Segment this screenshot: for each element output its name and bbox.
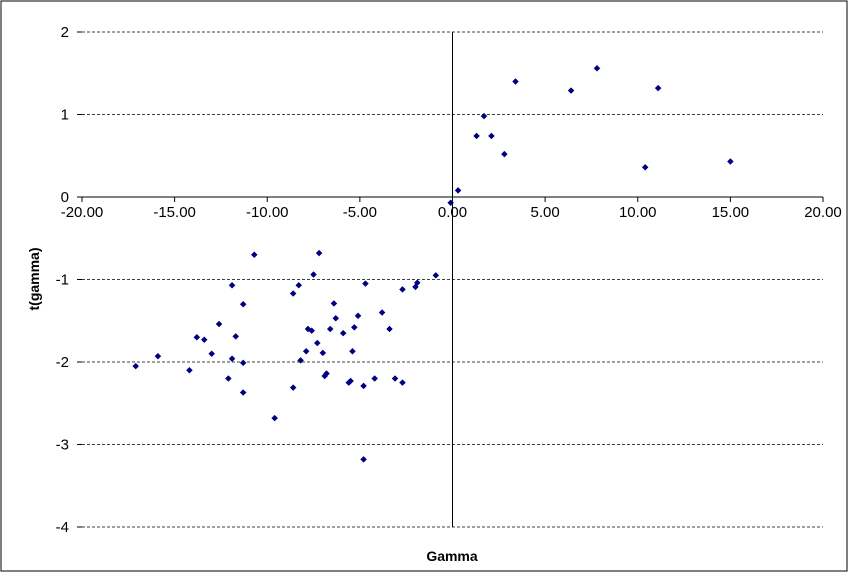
data-point (354, 312, 362, 320)
data-point (347, 377, 354, 385)
axes (77, 31, 824, 528)
data-point (186, 366, 193, 374)
data-point (228, 355, 236, 363)
data-point (362, 280, 369, 287)
y-tick-label: -1 (56, 272, 69, 289)
data-point (154, 352, 162, 360)
y-tick-label: 0 (61, 189, 69, 206)
data-point (323, 370, 330, 377)
y-tick-label: 1 (61, 107, 69, 124)
data-point (332, 314, 340, 322)
data-point (399, 379, 406, 386)
data-point (349, 347, 356, 355)
data-point (641, 163, 649, 171)
data-point (339, 329, 347, 337)
y-tick-label: -2 (56, 354, 69, 371)
data-point (132, 362, 140, 370)
x-tick-label: 15.00 (712, 204, 750, 221)
y-tick-label: -4 (56, 519, 69, 536)
data-point (200, 336, 208, 344)
data-point (289, 290, 297, 297)
data-point (326, 325, 334, 333)
y-tick-label: 2 (61, 24, 69, 41)
data-point (239, 359, 247, 367)
x-tick-labels: -20.00 -15.00 -10.00 -5.00 0.00 5.00 10.00 15.0… (61, 204, 842, 221)
data-point (271, 414, 279, 422)
data-point (250, 251, 258, 259)
data-point (488, 132, 495, 140)
data-point (297, 356, 304, 364)
data-point (447, 199, 455, 207)
x-axis-title: Gamma (426, 548, 478, 564)
data-point (313, 339, 321, 347)
data-point (654, 84, 662, 92)
data-point (454, 187, 462, 194)
data-point (378, 309, 386, 316)
x-tick-label: -20.00 (61, 204, 104, 221)
data-point (360, 455, 367, 463)
data-point (232, 333, 240, 340)
data-point (512, 78, 519, 85)
data-point (208, 350, 216, 358)
data-point (239, 300, 247, 308)
x-tick-label: 5.00 (531, 204, 560, 221)
data-point (215, 320, 223, 328)
y-tick-labels: 2 1 0 -1 -2 -3 -4 (56, 24, 69, 536)
data-point (360, 382, 367, 390)
x-tick-label: -10.00 (246, 204, 289, 221)
y-tick-label: -3 (56, 437, 69, 454)
data-point (193, 333, 201, 341)
data-point (386, 325, 393, 333)
x-tick-label: -15.00 (153, 204, 196, 221)
data-point (289, 384, 297, 391)
data-point (319, 349, 327, 357)
data-points (132, 64, 734, 463)
data-point (473, 132, 480, 140)
data-point (727, 158, 734, 165)
data-point (302, 347, 310, 355)
data-point (224, 375, 232, 382)
data-point (501, 150, 508, 158)
x-tick-label: 20.00 (804, 204, 842, 221)
data-point (228, 281, 236, 289)
data-point (295, 281, 303, 289)
data-point (239, 389, 247, 396)
data-point (399, 286, 406, 293)
x-tick-label: 0.00 (438, 204, 467, 221)
data-point (308, 327, 316, 335)
data-point (315, 249, 323, 257)
data-point (480, 112, 488, 120)
data-point (413, 279, 421, 287)
x-tick-label: -5.00 (343, 204, 377, 221)
x-tick-label: 10.00 (619, 204, 657, 221)
data-point (432, 272, 440, 279)
data-point (567, 87, 575, 94)
data-point (330, 300, 338, 307)
data-point (350, 323, 358, 331)
data-point (593, 64, 601, 72)
data-point (371, 375, 379, 382)
data-point (310, 271, 317, 278)
data-point (391, 375, 399, 382)
y-axis-title: t(gamma) (26, 247, 42, 310)
